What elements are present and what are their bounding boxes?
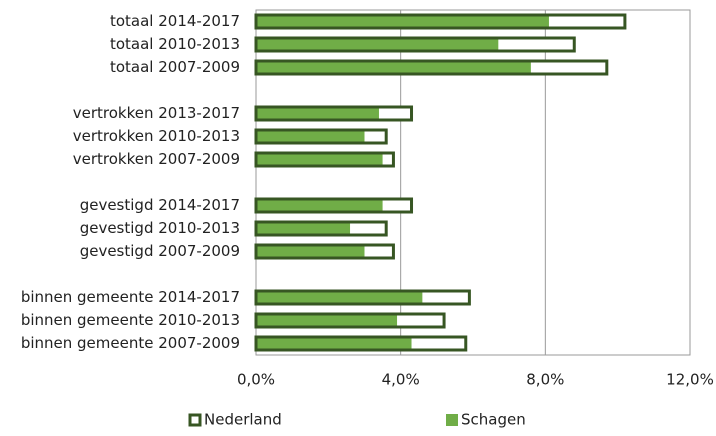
legend-label: Schagen <box>461 411 526 429</box>
y-tick-label: binnen gemeente 2014-2017 <box>21 288 240 306</box>
x-tick-label: 4,0% <box>382 371 420 389</box>
y-tick-label: totaal 2010-2013 <box>110 35 240 53</box>
y-tick-label: gevestigd 2014-2017 <box>80 196 240 214</box>
bar <box>257 108 379 119</box>
plot-border <box>255 9 691 356</box>
legend-label: Nederland <box>204 411 282 429</box>
legend-swatch <box>188 413 202 427</box>
bar <box>257 16 549 27</box>
y-tick-label: vertrokken 2010-2013 <box>73 127 240 145</box>
bar <box>257 223 351 234</box>
y-tick-label: totaal 2007-2009 <box>110 58 240 76</box>
bar <box>257 154 383 165</box>
bar <box>257 39 499 50</box>
y-tick-label: binnen gemeente 2007-2009 <box>21 334 240 352</box>
x-tick-label: 8,0% <box>526 371 564 389</box>
bar <box>257 131 365 142</box>
x-tick-label: 0,0% <box>237 371 275 389</box>
y-tick-label: vertrokken 2013-2017 <box>73 104 240 122</box>
y-tick-label: totaal 2014-2017 <box>110 12 240 30</box>
bar <box>257 200 383 211</box>
x-tick-label: 12,0% <box>666 371 714 389</box>
y-tick-label: gevestigd 2010-2013 <box>80 219 240 237</box>
bar <box>257 315 398 326</box>
y-tick-label: gevestigd 2007-2009 <box>80 242 240 260</box>
bar <box>257 62 531 73</box>
bar <box>257 338 412 349</box>
legend-swatch <box>446 414 458 426</box>
y-tick-label: binnen gemeente 2010-2013 <box>21 311 240 329</box>
bar <box>257 246 365 257</box>
y-tick-label: vertrokken 2007-2009 <box>73 150 240 168</box>
bar <box>257 292 423 303</box>
